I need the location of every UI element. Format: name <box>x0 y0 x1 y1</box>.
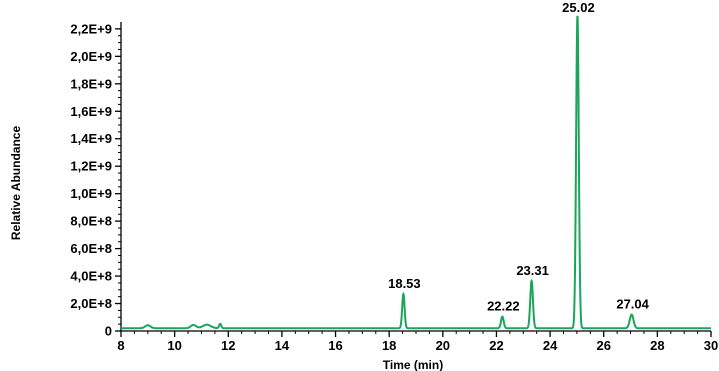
y-tick-label: 2,2E+9 <box>70 21 112 36</box>
x-tick-label: 20 <box>436 338 450 353</box>
chromatogram-trace <box>121 15 711 330</box>
plot-area: 0 2,0E+8 4,0E+8 6,0E+8 8,0E+8 1,0E+9 1,2E+9 1,4… <box>70 0 718 353</box>
peak-label: 22.22 <box>487 299 520 314</box>
y-tick-label: 0 <box>105 324 112 339</box>
y-tick-label: 1,4E+9 <box>70 131 112 146</box>
x-tick-label: 18 <box>382 338 396 353</box>
x-axis-ticks: 8 10 12 14 16 18 20 22 24 26 28 30 <box>117 331 718 353</box>
y-tick-label: 1,6E+9 <box>70 104 112 119</box>
y-axis-ticks: 0 2,0E+8 4,0E+8 6,0E+8 8,0E+8 1,0E+9 1,2E+9 1,4… <box>70 21 121 339</box>
x-axis-title: Time (min) <box>383 358 443 371</box>
x-tick-label: 28 <box>650 338 664 353</box>
x-tick-label: 26 <box>596 338 610 353</box>
x-tick-label: 16 <box>328 338 342 353</box>
peak-label: 27.04 <box>616 297 649 312</box>
y-tick-label: 6,0E+8 <box>70 241 112 256</box>
x-tick-label: 24 <box>543 338 558 353</box>
peak-label: 23.31 <box>516 263 549 278</box>
y-axis-title: Relative Abundance <box>9 126 23 241</box>
peak-label: 18.53 <box>388 276 421 291</box>
x-tick-label: 14 <box>275 338 290 353</box>
x-tick-label: 12 <box>221 338 235 353</box>
y-tick-label: 2,0E+9 <box>70 49 112 64</box>
x-tick-label: 8 <box>117 338 124 353</box>
x-tick-label: 30 <box>704 338 718 353</box>
peak-labels: 18.53 22.22 23.31 25.02 27.04 <box>388 0 650 314</box>
y-tick-label: 8,0E+8 <box>70 214 112 229</box>
y-tick-label: 1,0E+9 <box>70 186 112 201</box>
x-tick-label: 10 <box>167 338 181 353</box>
x-tick-label: 22 <box>489 338 503 353</box>
y-tick-label: 4,0E+8 <box>70 269 112 284</box>
y-tick-label: 1,2E+9 <box>70 159 112 174</box>
y-tick-label: 1,8E+9 <box>70 76 112 91</box>
peak-label: 25.02 <box>562 0 595 15</box>
y-tick-label: 2,0E+8 <box>70 296 112 311</box>
